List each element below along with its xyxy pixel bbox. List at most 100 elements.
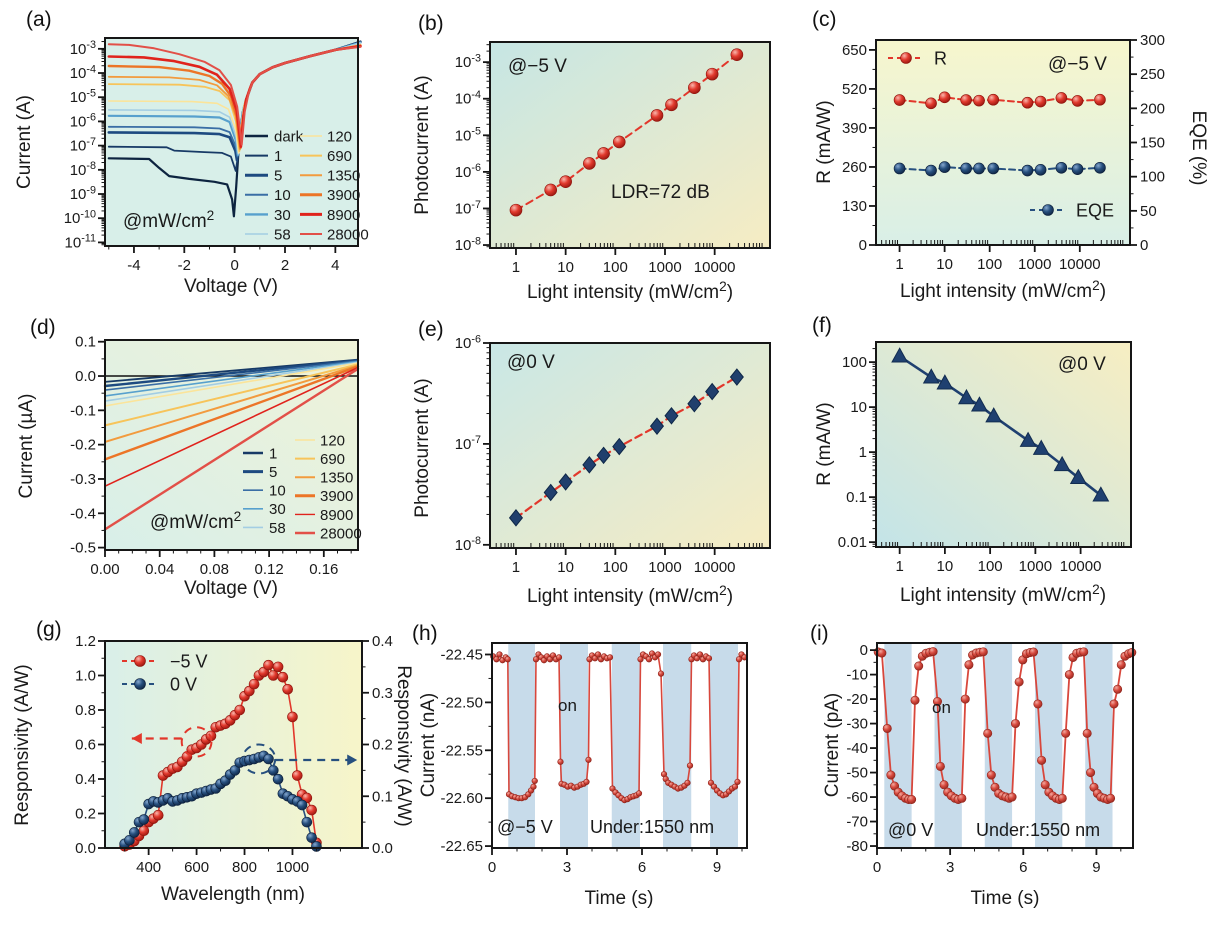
series-line xyxy=(104,361,359,402)
sphere-marker xyxy=(960,162,972,175)
panel-d: 0.00 0.04 0.08 0.12 0.16 0.1 0.0 -0.1 -0.2 -0.3 -0… xyxy=(16,334,362,599)
series-EQE xyxy=(893,161,1106,177)
series-0V xyxy=(119,750,322,852)
legend-label: 1 xyxy=(269,445,277,462)
y-tick-label: -0.4 xyxy=(70,505,96,522)
x-tick-label: 1000 xyxy=(648,559,681,576)
triangle-marker xyxy=(1032,439,1050,455)
panel-letter-g: (g) xyxy=(36,618,62,641)
panel-letter-c: (c) xyxy=(812,8,837,31)
y-tick-label: 0.0 xyxy=(75,840,96,857)
x-tick-label: 1000 xyxy=(648,259,681,276)
x-tick-label: 6 xyxy=(1019,859,1027,876)
y-tick-label: -22.65 xyxy=(440,838,483,855)
illumination-band xyxy=(1034,643,1063,848)
x-tick-label: 100 xyxy=(978,558,1003,575)
legend-label: 10 xyxy=(269,483,286,500)
arrowhead xyxy=(131,732,142,744)
y-axis-label: Current (nA) xyxy=(418,693,439,798)
x-tick-label: 800 xyxy=(232,859,257,876)
y-tick-label: -22.50 xyxy=(440,694,483,711)
y-tick-label: 10-7 xyxy=(455,434,481,453)
series-line xyxy=(104,366,359,487)
diamond-marker xyxy=(582,456,597,474)
annotation: on xyxy=(558,696,577,715)
y-axis-label: Current (pA) xyxy=(822,693,843,798)
x-tick-label: 0 xyxy=(873,859,881,876)
sphere-marker xyxy=(1007,792,1017,802)
x-tick-label: 9 xyxy=(713,859,721,876)
illumination-band xyxy=(560,643,588,848)
sphere-marker xyxy=(509,203,523,217)
y2-tick-label: 50 xyxy=(1140,203,1157,220)
y-tick-label: 650 xyxy=(842,42,867,59)
x-tick-label: 0.08 xyxy=(200,561,229,578)
y2-tick-label: 100 xyxy=(1140,169,1165,186)
series-3900 xyxy=(103,365,360,461)
y-tick-label: 10-7 xyxy=(70,136,96,155)
sphere-marker xyxy=(1116,660,1126,670)
annotation: Under:1550 nm xyxy=(590,817,714,837)
sphere-marker xyxy=(973,94,985,107)
x-tick-label: 10 xyxy=(936,256,953,273)
illumination-band xyxy=(710,643,738,848)
y-tick-label: -0.5 xyxy=(70,540,96,557)
sphere-marker xyxy=(229,765,241,776)
sphere-marker xyxy=(606,654,614,661)
panel-letter-f: (f) xyxy=(812,314,832,337)
plot-background xyxy=(490,42,770,248)
x-tick-label: 0 xyxy=(230,257,238,274)
y-tick-label: 10-5 xyxy=(455,126,481,145)
sphere-marker xyxy=(1064,670,1074,680)
legend-label: −5 V xyxy=(170,651,208,671)
series-responsivity xyxy=(891,347,1110,502)
sphere-marker xyxy=(291,770,303,781)
y2-tick-label: 0.3 xyxy=(372,685,393,702)
y-tick-label: -10 xyxy=(846,667,868,684)
series-line xyxy=(104,360,359,391)
y-tick-label: 0.6 xyxy=(75,737,96,754)
x-axis-label: Wavelength (nm) xyxy=(161,884,305,905)
sphere-marker xyxy=(530,783,537,790)
sphere-marker xyxy=(234,704,246,716)
y-tick-label: 1 xyxy=(859,444,867,461)
x-tick-label: 100 xyxy=(603,259,628,276)
x-axis-label: Light intensity (mW/cm2) xyxy=(527,583,733,607)
panel-i: 0 3 6 9 0 -10 -20 -30 -40 -50 -60 -70 -80 Time (s) Cur… xyxy=(822,642,1137,909)
y-tick-label: 0.2 xyxy=(75,806,96,823)
sphere-marker xyxy=(960,94,972,106)
y-tick-label: -60 xyxy=(846,789,868,806)
x-tick-label: 0.12 xyxy=(255,561,284,578)
y-tick-label: 0.8 xyxy=(75,702,96,719)
y-tick-label: 10-3 xyxy=(70,39,96,58)
y-tick-label: 10-8 xyxy=(455,235,481,254)
sphere-marker xyxy=(684,779,691,786)
y-tick-label: 10-10 xyxy=(64,209,96,228)
panel-b: 1 10 100 1000 10000 10-3 10-4 10-5 10-6 10-7 10-8 L… xyxy=(412,41,771,303)
y-tick-label: 0.4 xyxy=(75,771,96,788)
x-tick-label: 0.16 xyxy=(309,561,338,578)
sphere-marker xyxy=(925,164,937,177)
sphere-marker xyxy=(932,697,942,707)
y-tick-label: 10-6 xyxy=(455,333,481,352)
sphere-marker xyxy=(272,661,284,673)
plot-background xyxy=(490,343,770,548)
sphere-marker xyxy=(705,655,713,662)
y2-tick-label: 250 xyxy=(1140,66,1165,83)
sphere-marker xyxy=(657,670,665,677)
legend-label: 30 xyxy=(274,207,291,224)
triangle-marker xyxy=(936,374,954,390)
triangle-marker xyxy=(958,388,975,405)
y-tick-label: -0.2 xyxy=(70,437,96,454)
annotation: @mW/cm2 xyxy=(123,208,214,232)
x-axis-label: Light intensity (mW/cm2) xyxy=(900,278,1106,302)
sphere-marker xyxy=(686,762,694,769)
sphere-marker xyxy=(544,183,557,197)
sphere-marker xyxy=(893,94,906,106)
legend-label: 3900 xyxy=(327,187,360,204)
sphere-marker xyxy=(263,659,274,671)
sphere-marker xyxy=(1079,647,1089,657)
series-8900 xyxy=(104,366,359,487)
x-tick-label: 4 xyxy=(331,257,339,274)
plot-frame xyxy=(104,37,359,247)
